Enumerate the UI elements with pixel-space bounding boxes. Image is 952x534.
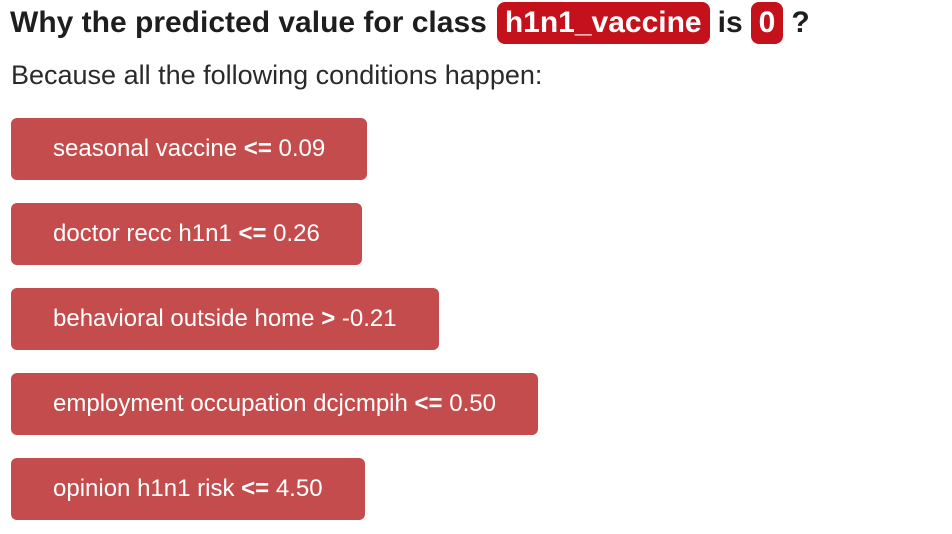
condition-feature: opinion h1n1 risk (53, 475, 235, 502)
explanation-heading: Why the predicted value for class h1n1_v… (10, 0, 810, 46)
condition-item: behavioral outside home > -0.21 (11, 288, 439, 350)
predicted-value-badge: 0 (750, 2, 784, 44)
condition-operator: <= (243, 135, 272, 162)
heading-prefix: Why the predicted value for class (10, 6, 487, 39)
class-name-badge: h1n1_vaccine (496, 2, 710, 44)
condition-item: seasonal vaccine <= 0.09 (11, 118, 368, 180)
condition-item: opinion h1n1 risk <= 4.50 (11, 458, 365, 520)
condition-feature: doctor recc h1n1 (53, 220, 232, 247)
condition-item: employment occupation dcjcmpih <= 0.50 (11, 373, 538, 435)
condition-value: -0.21 (341, 305, 397, 332)
condition-operator: <= (238, 220, 267, 247)
heading-middle: is (717, 6, 743, 39)
condition-operator: <= (241, 475, 270, 502)
condition-value: 4.50 (275, 475, 323, 502)
condition-feature: behavioral outside home (53, 305, 315, 332)
condition-feature: seasonal vaccine (53, 135, 238, 162)
condition-value: 0.26 (273, 220, 320, 247)
condition-operator: <= (414, 390, 443, 417)
condition-operator: > (321, 305, 336, 332)
condition-item: doctor recc h1n1 <= 0.26 (11, 203, 362, 265)
heading-suffix: ? (791, 6, 810, 39)
condition-value: 0.09 (278, 135, 326, 162)
subtitle: Because all the following conditions hap… (11, 60, 543, 90)
condition-value: 0.50 (449, 390, 496, 417)
conditions-list: seasonal vaccine <= 0.09 doctor recc h1n… (11, 118, 538, 534)
condition-feature: employment occupation dcjcmpih (53, 390, 408, 417)
